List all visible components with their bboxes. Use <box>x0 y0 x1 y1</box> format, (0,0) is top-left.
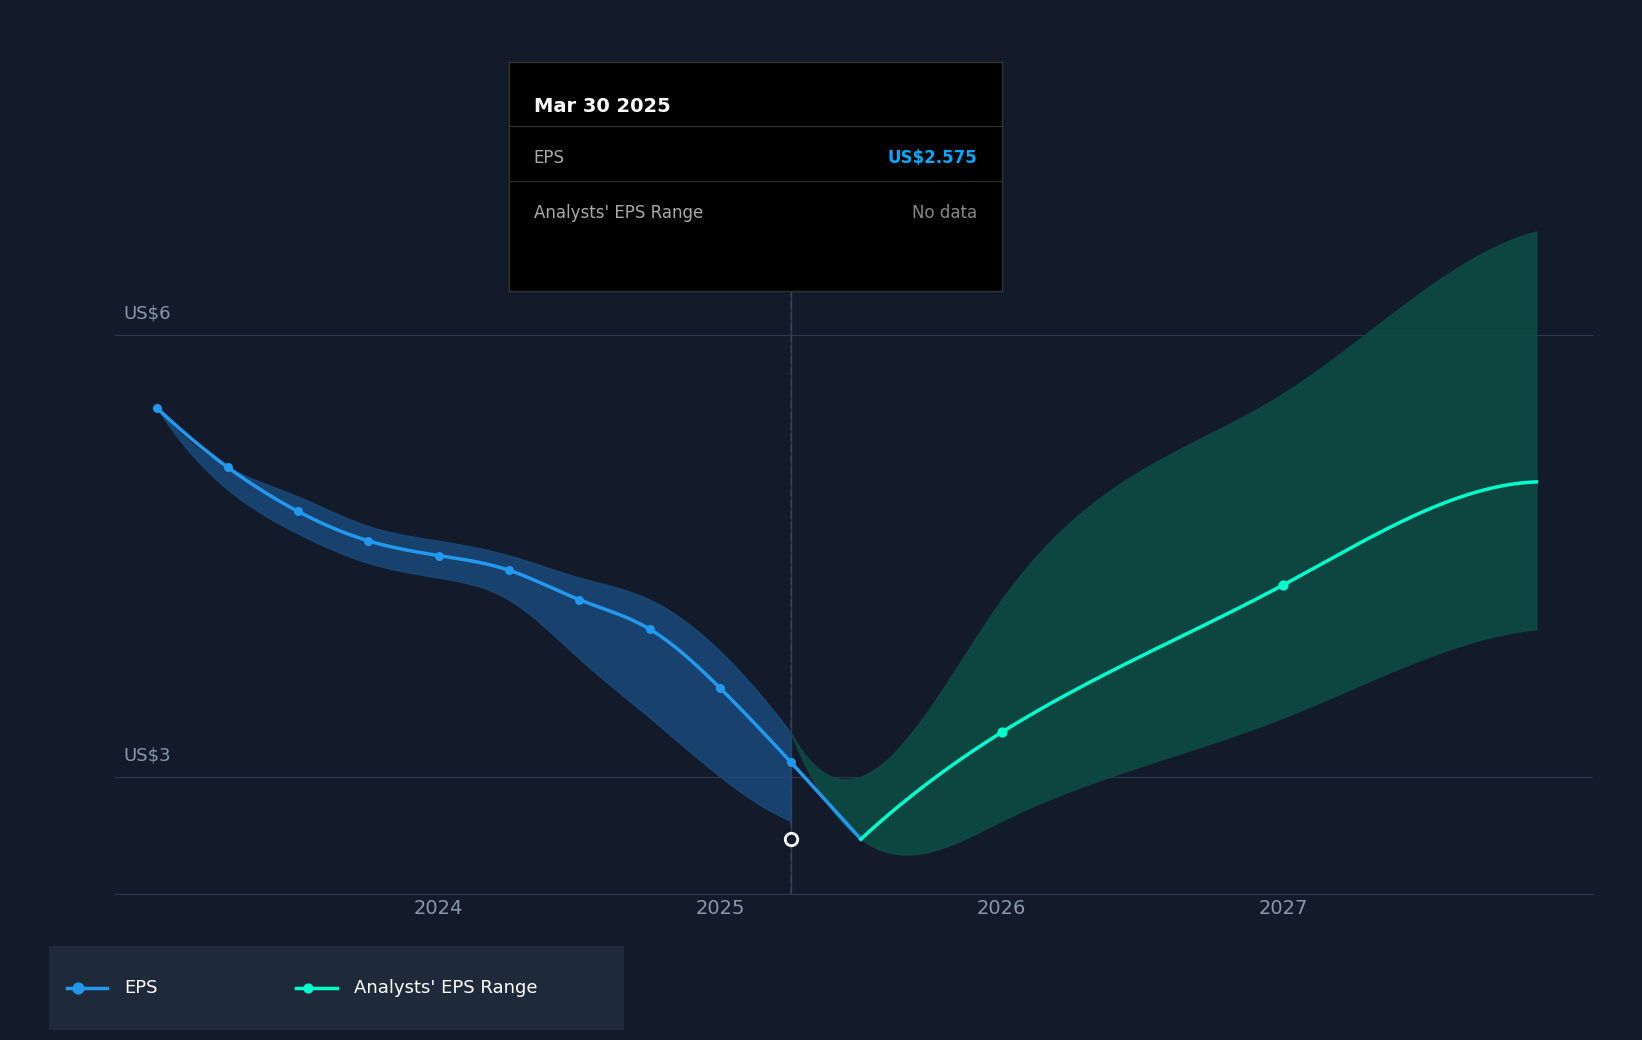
Text: Analysts' EPS Range: Analysts' EPS Range <box>534 204 703 223</box>
Text: EPS: EPS <box>534 150 565 167</box>
Text: EPS: EPS <box>125 979 158 997</box>
Point <box>296 980 322 996</box>
Text: US$3: US$3 <box>123 747 171 764</box>
Point <box>284 503 310 520</box>
Point <box>988 724 1015 740</box>
Text: US$6: US$6 <box>123 305 171 322</box>
Point <box>496 562 522 578</box>
Text: Analysts Forecasts: Analysts Forecasts <box>810 224 979 242</box>
Text: No data: No data <box>911 204 977 223</box>
Point <box>1269 576 1296 593</box>
Text: Mar 30 2025: Mar 30 2025 <box>534 97 670 115</box>
Point <box>215 459 241 475</box>
Point <box>777 831 803 848</box>
Point <box>355 532 381 549</box>
Point <box>708 680 734 697</box>
Point <box>66 980 92 996</box>
Text: Actual: Actual <box>713 224 777 242</box>
Point <box>425 547 452 564</box>
Text: Analysts' EPS Range: Analysts' EPS Range <box>355 979 537 997</box>
Text: US$2.575: US$2.575 <box>887 150 977 167</box>
Point <box>637 621 663 638</box>
Point <box>566 592 593 608</box>
Point <box>777 753 803 770</box>
Point <box>144 399 171 416</box>
